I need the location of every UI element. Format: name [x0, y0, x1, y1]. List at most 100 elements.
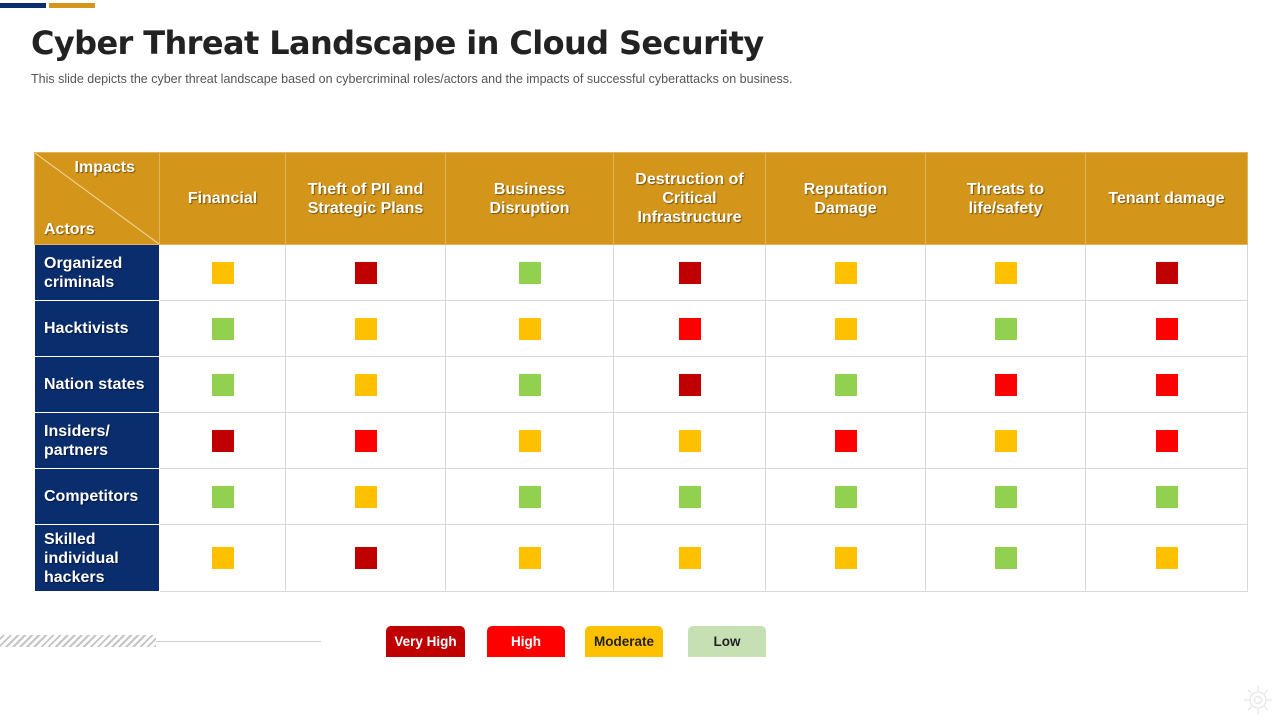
impact-cell: [613, 468, 766, 525]
impact-level-square: [834, 429, 857, 452]
impact-level-square: [834, 547, 857, 569]
impact-level-square: [211, 547, 234, 569]
impact-level-square: [518, 317, 541, 340]
impact-cell: [445, 412, 614, 469]
page-subtitle: This slide depicts the cyber threat land…: [31, 72, 793, 86]
impact-cell: [285, 356, 446, 413]
impact-level-square: [678, 261, 701, 284]
impact-level-square: [518, 373, 541, 396]
impact-level-square: [1155, 317, 1178, 340]
impact-level-square: [518, 547, 541, 569]
impact-cell: [925, 356, 1086, 413]
impact-level-square: [211, 317, 234, 340]
impact-level-square: [354, 373, 377, 396]
impact-level-square: [994, 373, 1017, 396]
impact-cell: [613, 244, 766, 301]
impact-level-square: [354, 261, 377, 284]
table-row: Organized criminals: [34, 244, 1248, 301]
corner-diagonal-line: [35, 153, 159, 244]
column-header: Tenant damage: [1085, 152, 1248, 245]
impacts-label: Impacts: [74, 159, 135, 176]
legend-high: High: [487, 626, 565, 657]
impact-cell: [925, 524, 1086, 592]
column-header: Theft of PII and Strategic Plans: [285, 152, 446, 245]
impact-level-square: [678, 485, 701, 508]
legend-low: Low: [688, 626, 766, 657]
impact-cell: [285, 524, 446, 592]
table-row: Skilled individual hackers: [34, 524, 1248, 592]
impact-cell: [445, 356, 614, 413]
impact-level-square: [678, 317, 701, 340]
legend-moderate: Moderate: [585, 626, 663, 657]
actor-label: Competitors: [34, 468, 160, 525]
impact-level-square: [518, 485, 541, 508]
impact-cell: [445, 244, 614, 301]
impact-level-square: [678, 429, 701, 452]
impact-level-square: [518, 429, 541, 452]
decorative-line: [156, 641, 321, 642]
impact-level-square: [518, 261, 541, 284]
impact-level-square: [834, 317, 857, 340]
impact-cell: [613, 412, 766, 469]
impact-cell: [159, 412, 286, 469]
impact-level-square: [1155, 373, 1178, 396]
impact-cell: [445, 468, 614, 525]
impact-level-square: [211, 429, 234, 452]
impact-cell: [613, 356, 766, 413]
column-header: Threats to life/safety: [925, 152, 1086, 245]
impact-level-square: [834, 373, 857, 396]
matrix-corner-cell: Impacts Actors: [34, 152, 160, 245]
matrix-header-row: Impacts Actors Financial Theft of PII an…: [34, 152, 1248, 245]
impact-cell: [1085, 524, 1248, 592]
impact-cell: [925, 300, 1086, 357]
impact-level-square: [211, 373, 234, 396]
accent-bar-navy: [0, 3, 46, 8]
actor-label: Nation states: [34, 356, 160, 413]
table-row: Nation states: [34, 356, 1248, 413]
impact-cell: [925, 244, 1086, 301]
impact-cell: [765, 412, 926, 469]
threat-matrix: Impacts Actors Financial Theft of PII an…: [34, 152, 1248, 592]
impact-cell: [285, 412, 446, 469]
impact-level-square: [994, 485, 1017, 508]
table-row: Insiders/ partners: [34, 412, 1248, 469]
actor-label: Skilled individual hackers: [34, 524, 160, 592]
impact-cell: [613, 300, 766, 357]
impact-cell: [925, 468, 1086, 525]
actor-label: Hacktivists: [34, 300, 160, 357]
actor-label: Organized criminals: [34, 244, 160, 301]
actors-label: Actors: [44, 221, 95, 238]
impact-level-square: [1155, 547, 1178, 569]
impact-level-square: [354, 485, 377, 508]
impact-cell: [159, 356, 286, 413]
impact-cell: [445, 300, 614, 357]
decorative-hatch: [0, 635, 156, 647]
column-header: Destruction of Critical Infrastructure: [613, 152, 766, 245]
impact-level-square: [994, 547, 1017, 569]
impact-level-square: [994, 261, 1017, 284]
impact-cell: [613, 524, 766, 592]
impact-level-square: [994, 429, 1017, 452]
impact-cell: [765, 468, 926, 525]
column-header: Financial: [159, 152, 286, 245]
impact-level-square: [211, 261, 234, 284]
impact-level-square: [678, 547, 701, 569]
page-title: Cyber Threat Landscape in Cloud Security: [31, 24, 764, 62]
impact-cell: [1085, 468, 1248, 525]
impact-level-square: [1155, 429, 1178, 452]
impact-cell: [765, 244, 926, 301]
impact-cell: [285, 244, 446, 301]
impact-level-square: [834, 261, 857, 284]
impact-cell: [1085, 356, 1248, 413]
impact-level-square: [994, 317, 1017, 340]
gear-icon: [1244, 686, 1272, 714]
impact-cell: [765, 356, 926, 413]
impact-cell: [159, 244, 286, 301]
impact-cell: [765, 524, 926, 592]
impact-cell: [1085, 412, 1248, 469]
impact-cell: [159, 300, 286, 357]
impact-level-square: [211, 485, 234, 508]
column-header: Business Disruption: [445, 152, 614, 245]
impact-cell: [285, 468, 446, 525]
impact-level-square: [1155, 485, 1178, 508]
